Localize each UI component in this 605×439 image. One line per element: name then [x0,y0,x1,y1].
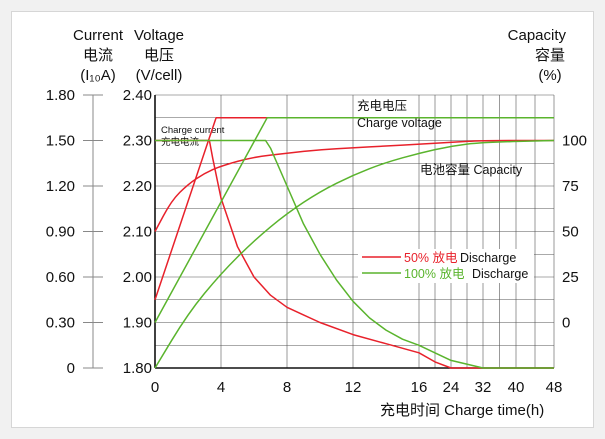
voltage-axis-unit: (V/cell) [136,67,183,84]
series-group [154,116,555,369]
capacity-tick-label: 75 [562,178,579,195]
current-axis-unit: (I₁₀A) [80,67,115,84]
voltage-tick-label: 1.80 [123,360,152,377]
current-tick-label: 0.60 [46,269,75,286]
x-tick-label: 48 [546,379,563,396]
capacity-axis-title-cn: 容量 [535,47,565,64]
voltage-axis-title-cn: 电压 [144,47,174,64]
legend-background [358,249,534,283]
legend-label-100-cn: 100% 放电 [404,266,465,281]
legend-label-50-en: Discharge [460,251,516,265]
legend-label-100-en: Discharge [472,267,528,281]
voltage-tick-label: 2.40 [123,87,152,104]
current-tick-label: 1.20 [46,178,75,195]
voltage-tick-label: 2.10 [123,224,152,241]
x-tick-label: 24 [443,379,460,396]
x-tick-label: 12 [345,379,362,396]
annotation-battery-capacity: 电池容量 Capacity [420,162,523,177]
chart-frame [11,11,594,428]
x-tick-label: 32 [475,379,492,396]
x-tick-label: 0 [151,379,159,396]
x-tick-label: 8 [283,379,291,396]
tick-labels: 1.80 1.50 1.20 0.90 0.60 0.30 0 2.40 2.30 2.20 2.1… [46,87,587,396]
legend: 50% 放电 Discharge 100% 放电 Discharge [358,249,534,283]
voltage-tick-label: 1.90 [123,315,152,332]
series-line-50-charge-current [155,139,554,369]
voltage-tick-label: 2.20 [123,178,152,195]
annotation-charge-voltage-cn: 充电电压 [357,98,407,113]
series-line-100-charge-current [155,139,554,369]
current-tick-label: 0 [67,360,75,377]
series-line-100-charge-voltage [154,116,554,323]
current-axis-title-cn: 电流 [83,47,113,64]
capacity-tick-label: 25 [562,269,579,286]
capacity-tick-label: 100 [562,133,587,150]
x-tick-label: 40 [508,379,525,396]
capacity-axis-unit: (%) [538,67,561,84]
current-axis-title: Current [73,27,124,44]
capacity-tick-label: 0 [562,315,570,332]
voltage-axis-title: Voltage [134,27,184,44]
annotation-charge-voltage: Charge voltage [357,116,442,130]
series-line-100-capacity [154,139,555,369]
current-tick-label: 1.80 [46,87,75,104]
current-tick-label: 0.30 [46,315,75,332]
capacity-tick-label: 50 [562,224,579,241]
annotation-charge-current: Charge current [161,125,225,136]
x-tick-label: 16 [411,379,428,396]
x-tick-label: 4 [217,379,225,396]
capacity-axis-title: Capacity [508,27,567,44]
x-axis-label: 充电时间 Charge time(h) [380,402,544,419]
current-tick-label: 0.90 [46,224,75,241]
current-tick-label: 1.50 [46,133,75,150]
voltage-tick-label: 2.30 [123,133,152,150]
series-line-50-capacity [154,139,554,232]
annotation-charge-current-cn: 充电电流 [161,136,200,148]
legend-label-50-cn: 50% 放电 [404,250,458,265]
voltage-tick-label: 2.00 [123,269,152,286]
